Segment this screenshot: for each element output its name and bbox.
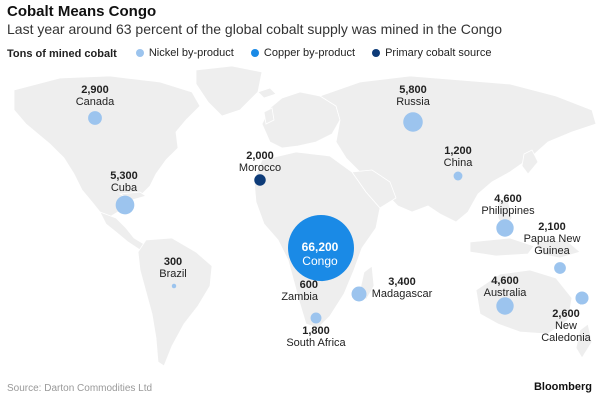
legend-swatch-primary <box>372 49 381 57</box>
label-madagascar: 3,400 Madagascar <box>372 276 433 300</box>
legend-item-primary: Primary cobalt source <box>372 47 491 59</box>
bubble-australia <box>496 297 514 315</box>
value-australia: 4,600 <box>491 275 519 287</box>
name-australia: Australia <box>483 287 527 299</box>
name-canada: Canada <box>75 96 115 108</box>
value-papua-new-guinea: 2,100 <box>538 221 566 233</box>
legend-label-nickel: Nickel by-product <box>148 47 234 59</box>
value-morocco: 2,000 <box>246 150 274 162</box>
label-china: 1,200 China <box>444 145 473 169</box>
label-new-caledonia: 2,600 New Caledonia <box>536 308 596 344</box>
landmass-australia <box>475 269 573 335</box>
name-philippines: Philippines <box>481 205 535 217</box>
legend-swatch-nickel <box>135 49 144 57</box>
name-madagascar: Madagascar <box>371 288 433 300</box>
chart-subtitle: Last year around 63 percent of the globa… <box>7 21 502 37</box>
name-china: China <box>443 157 473 169</box>
bubble-russia <box>403 112 423 132</box>
name-new-caledonia: New Caledonia <box>541 320 591 344</box>
label-morocco: 2,000 Morocco <box>239 150 281 174</box>
value-new-caledonia: 2,600 <box>552 308 580 320</box>
value-south-africa: 1,800 <box>302 325 330 337</box>
landmass-greenland <box>195 65 263 117</box>
name-papua-new-guinea: Papua New Guinea <box>523 233 581 257</box>
legend-swatch-copper <box>250 49 259 57</box>
label-zambia: 600 Zambia <box>281 279 318 303</box>
label-cuba: 5,300 Cuba <box>110 170 138 194</box>
legend-label-copper: Copper by-product <box>263 47 356 59</box>
world-map <box>13 65 597 367</box>
name-russia: Russia <box>396 96 430 108</box>
legend: Tons of mined cobalt Nickel by-product C… <box>7 47 505 60</box>
name-morocco: Morocco <box>238 162 282 174</box>
bubble-cuba <box>115 195 135 215</box>
landmass-indonesia <box>469 237 535 257</box>
value-russia: 5,800 <box>399 84 427 96</box>
source-note: Source: Darton Commodities Ltd <box>7 383 153 394</box>
value-brazil: 300 <box>163 256 183 268</box>
label-australia: 4,600 Australia <box>484 275 527 299</box>
legend-item-copper: Copper by-product <box>250 47 356 59</box>
name-zambia: Zambia <box>281 291 318 303</box>
bubble-madagascar <box>351 286 367 302</box>
landmass-central-america <box>99 211 145 251</box>
legend-label-primary: Primary cobalt source <box>385 47 492 59</box>
label-russia: 5,800 Russia <box>396 84 430 108</box>
bubble-layer <box>88 111 589 324</box>
bubble-papua-new-guinea <box>554 262 566 274</box>
landmass-south-america <box>137 237 213 367</box>
label-south-africa: 1,800 South Africa <box>286 325 345 349</box>
label-congo: 66,200 Congo <box>302 240 339 268</box>
bubble-zambia <box>318 274 326 282</box>
landmass-iceland <box>257 87 277 99</box>
value-canada: 2,900 <box>81 84 109 96</box>
landmass-japan <box>521 149 539 175</box>
name-cuba: Cuba <box>110 182 138 194</box>
label-canada: 2,900 Canada <box>76 84 115 108</box>
value-zambia: 600 <box>299 279 318 291</box>
landmass-new-guinea <box>535 239 581 259</box>
landmass-north-america <box>13 75 201 219</box>
landmass-new-zealand <box>575 323 593 359</box>
label-papua-new-guinea: 2,100 Papua New Guinea <box>512 221 592 257</box>
name-brazil: Brazil <box>159 268 187 280</box>
legend-title: Tons of mined cobalt <box>7 48 117 60</box>
bubble-philippines <box>496 219 514 237</box>
landmass-arabia <box>351 169 397 209</box>
value-madagascar: 3,400 <box>388 276 416 288</box>
bubble-morocco <box>254 174 266 186</box>
bubble-china <box>453 171 463 181</box>
brand-logo: Bloomberg <box>533 381 592 393</box>
bubble-south-africa <box>310 312 322 324</box>
name-south-africa: South Africa <box>286 337 346 349</box>
value-philippines: 4,600 <box>494 193 522 205</box>
legend-item-nickel: Nickel by-product <box>135 47 234 59</box>
value-congo: 66,200 <box>301 240 339 254</box>
label-brazil: 300 Brazil <box>159 256 187 280</box>
name-congo: Congo <box>302 254 338 268</box>
value-china: 1,200 <box>444 145 472 157</box>
bubble-canada <box>88 111 102 125</box>
bubble-new-caledonia <box>575 291 589 305</box>
bubble-brazil <box>171 283 177 289</box>
value-cuba: 5,300 <box>110 170 138 182</box>
label-philippines: 4,600 Philippines <box>481 193 534 217</box>
bubble-congo <box>288 215 354 281</box>
chart-title: Cobalt Means Congo <box>7 3 157 20</box>
landmass-uk <box>263 107 275 125</box>
